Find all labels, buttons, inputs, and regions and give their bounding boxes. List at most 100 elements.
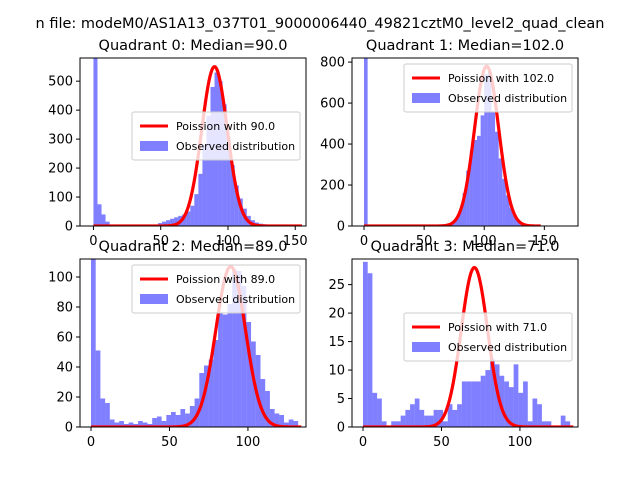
histogram-bar <box>202 144 207 226</box>
histogram-bar <box>198 173 203 226</box>
histogram-bar <box>213 340 219 427</box>
histogram-bar <box>166 415 172 427</box>
axes-frame <box>79 258 307 428</box>
histogram-bar <box>466 381 472 427</box>
legend: Poission with 102.0 Observed distribution <box>403 63 573 113</box>
histogram-bar <box>477 135 481 226</box>
histogram-bar <box>97 204 102 226</box>
y-tick-label: 10 <box>328 364 345 379</box>
histogram-bar <box>162 221 167 226</box>
y-tick-label: 300 <box>48 133 73 148</box>
y-tick-label: 200 <box>48 162 73 177</box>
histogram-bar <box>523 381 528 427</box>
x-tick-label: 50 <box>161 435 178 450</box>
histogram-bar <box>495 131 499 226</box>
y-tick-label: 20 <box>328 307 345 322</box>
histogram-bar <box>513 364 519 427</box>
histogram-bar <box>101 214 106 226</box>
histogram-bar <box>269 409 275 427</box>
histogram-bar <box>93 58 98 226</box>
legend-swatch-hist <box>140 141 168 151</box>
histogram-bar <box>419 409 425 427</box>
histogram-bar <box>469 150 474 226</box>
legend: Poission with 71.0 Observed distribution <box>403 312 573 362</box>
histogram-bar <box>541 421 547 427</box>
panel-3: 0 50 100 0 5 10 15 20 25 Quadrant 3: Median=71.0 P… <box>328 239 579 450</box>
legend-box <box>131 111 301 161</box>
histogram-bar <box>95 350 101 427</box>
histogram-bar <box>381 421 387 427</box>
histogram-bar <box>218 313 223 427</box>
histogram-bar <box>462 193 467 226</box>
y-tick-label: 20 <box>56 391 73 406</box>
legend-swatch-hist <box>140 294 168 304</box>
histogram-bar <box>186 211 191 226</box>
axes-frame <box>351 258 579 428</box>
histogram-bar <box>491 111 496 226</box>
histogram-bar <box>189 406 195 427</box>
histogram-bar <box>405 409 411 427</box>
histogram-bar <box>174 217 179 226</box>
histogram-bar <box>208 359 214 427</box>
histogram-bar <box>513 215 517 226</box>
histogram-bar <box>185 413 190 427</box>
histogram-bar <box>279 415 285 427</box>
legend: Poission with 89.0 Observed distribution <box>131 264 301 314</box>
histogram-bar <box>433 409 439 427</box>
plot-area <box>90 259 303 427</box>
y-tick-label: 60 <box>56 331 73 346</box>
legend-label-curve: Poission with 89.0 <box>176 273 275 286</box>
histogram-bar <box>226 136 231 226</box>
histogram-bar <box>485 370 491 427</box>
histogram-bar <box>138 421 143 427</box>
panel-title: Quadrant 1: Median=102.0 <box>366 38 564 54</box>
histogram-bar <box>560 415 566 427</box>
y-tick-label: 0 <box>337 220 345 235</box>
x-tick-label: 0 <box>360 234 368 249</box>
histogram-bar <box>142 422 148 427</box>
histogram-bar <box>171 412 176 427</box>
plot-area <box>363 58 542 226</box>
histogram-bar <box>288 419 294 427</box>
panel-title: Quadrant 0: Median=90.0 <box>99 38 288 54</box>
histogram-bar <box>100 398 106 427</box>
histogram-bar <box>480 375 486 427</box>
panel-title: Quadrant 2: Median=89.0 <box>99 239 288 255</box>
histogram-bar <box>499 375 505 427</box>
histogram-bar <box>414 398 420 427</box>
histogram-bar <box>372 392 378 427</box>
legend-label-hist: Observed distribution <box>448 92 567 105</box>
histogram-bar <box>152 418 157 427</box>
histogram-bar <box>238 198 243 226</box>
histogram-bar <box>128 422 134 427</box>
histogram-bar <box>498 158 503 226</box>
histogram-bar <box>222 314 228 427</box>
x-tick-label: 0 <box>87 435 95 450</box>
x-tick-label: 0 <box>89 234 97 249</box>
histogram-bar <box>190 205 195 226</box>
histogram-bar <box>265 391 270 427</box>
y-tick-label: 500 <box>48 75 73 90</box>
histogram-bar <box>537 404 542 427</box>
legend-label-curve: Poission with 102.0 <box>448 72 554 85</box>
histogram-bar <box>484 74 488 226</box>
histogram-bar <box>109 419 115 427</box>
x-tick-label: 50 <box>416 234 433 249</box>
histogram-bar <box>565 421 571 427</box>
histogram-bar <box>504 381 509 427</box>
histogram-bar <box>443 421 448 427</box>
y-tick-label: 800 <box>320 56 345 71</box>
histogram-bar <box>114 422 120 427</box>
histogram-bar <box>447 404 453 427</box>
histogram-bar <box>516 220 521 226</box>
histogram-bar <box>527 421 533 427</box>
y-tick-label: 40 <box>56 361 73 376</box>
poisson-curve <box>362 265 575 427</box>
histogram-bar <box>490 358 495 427</box>
histogram-bar <box>156 416 162 427</box>
y-tick-label: 200 <box>320 179 345 194</box>
histogram-bar <box>230 165 235 226</box>
x-tick-label: 150 <box>283 234 308 249</box>
histogram-bar <box>227 304 233 427</box>
x-tick-label: 0 <box>359 435 367 450</box>
